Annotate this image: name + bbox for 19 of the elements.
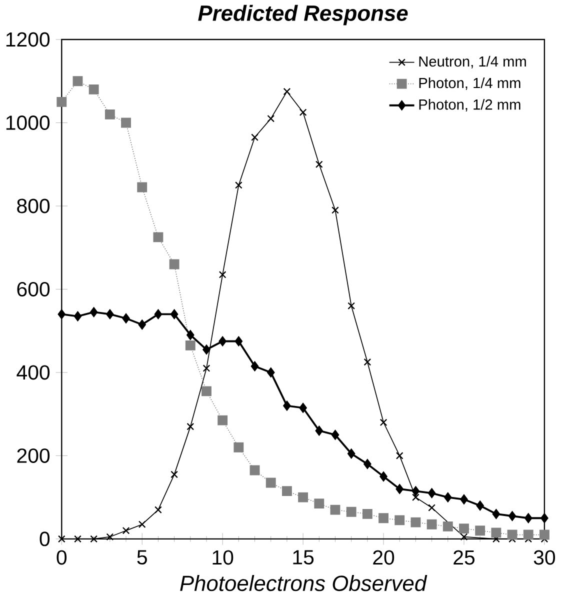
- chart-title: Predicted Response: [198, 4, 408, 26]
- y-tick-label: 200: [17, 448, 50, 463]
- y-tick-label: 400: [16, 365, 50, 380]
- x-tick-label: 20: [373, 550, 394, 565]
- y-tick-label: 600: [17, 282, 50, 296]
- y-tick-label: 800: [17, 198, 50, 214]
- legend-label: Photon, 1/4 mm: [419, 77, 520, 90]
- x-tick-label: 30: [534, 550, 556, 565]
- legend-label: Neutron, 1/4 mm: [419, 56, 526, 68]
- y-tick-label: 1200: [6, 32, 50, 47]
- x-tick-label: 0: [56, 550, 67, 565]
- y-tick-label: 0: [40, 532, 50, 546]
- x-tick-label: 25: [454, 550, 475, 565]
- x-tick-label: 10: [212, 550, 234, 565]
- x-tick-label: 5: [137, 550, 148, 565]
- y-tick-label: 1000: [6, 115, 50, 130]
- x-tick-label: 15: [293, 550, 314, 565]
- x-axis-title: Photoelectrons Observed: [180, 575, 428, 592]
- legend-label: Photon, 1/2 mm: [419, 98, 520, 112]
